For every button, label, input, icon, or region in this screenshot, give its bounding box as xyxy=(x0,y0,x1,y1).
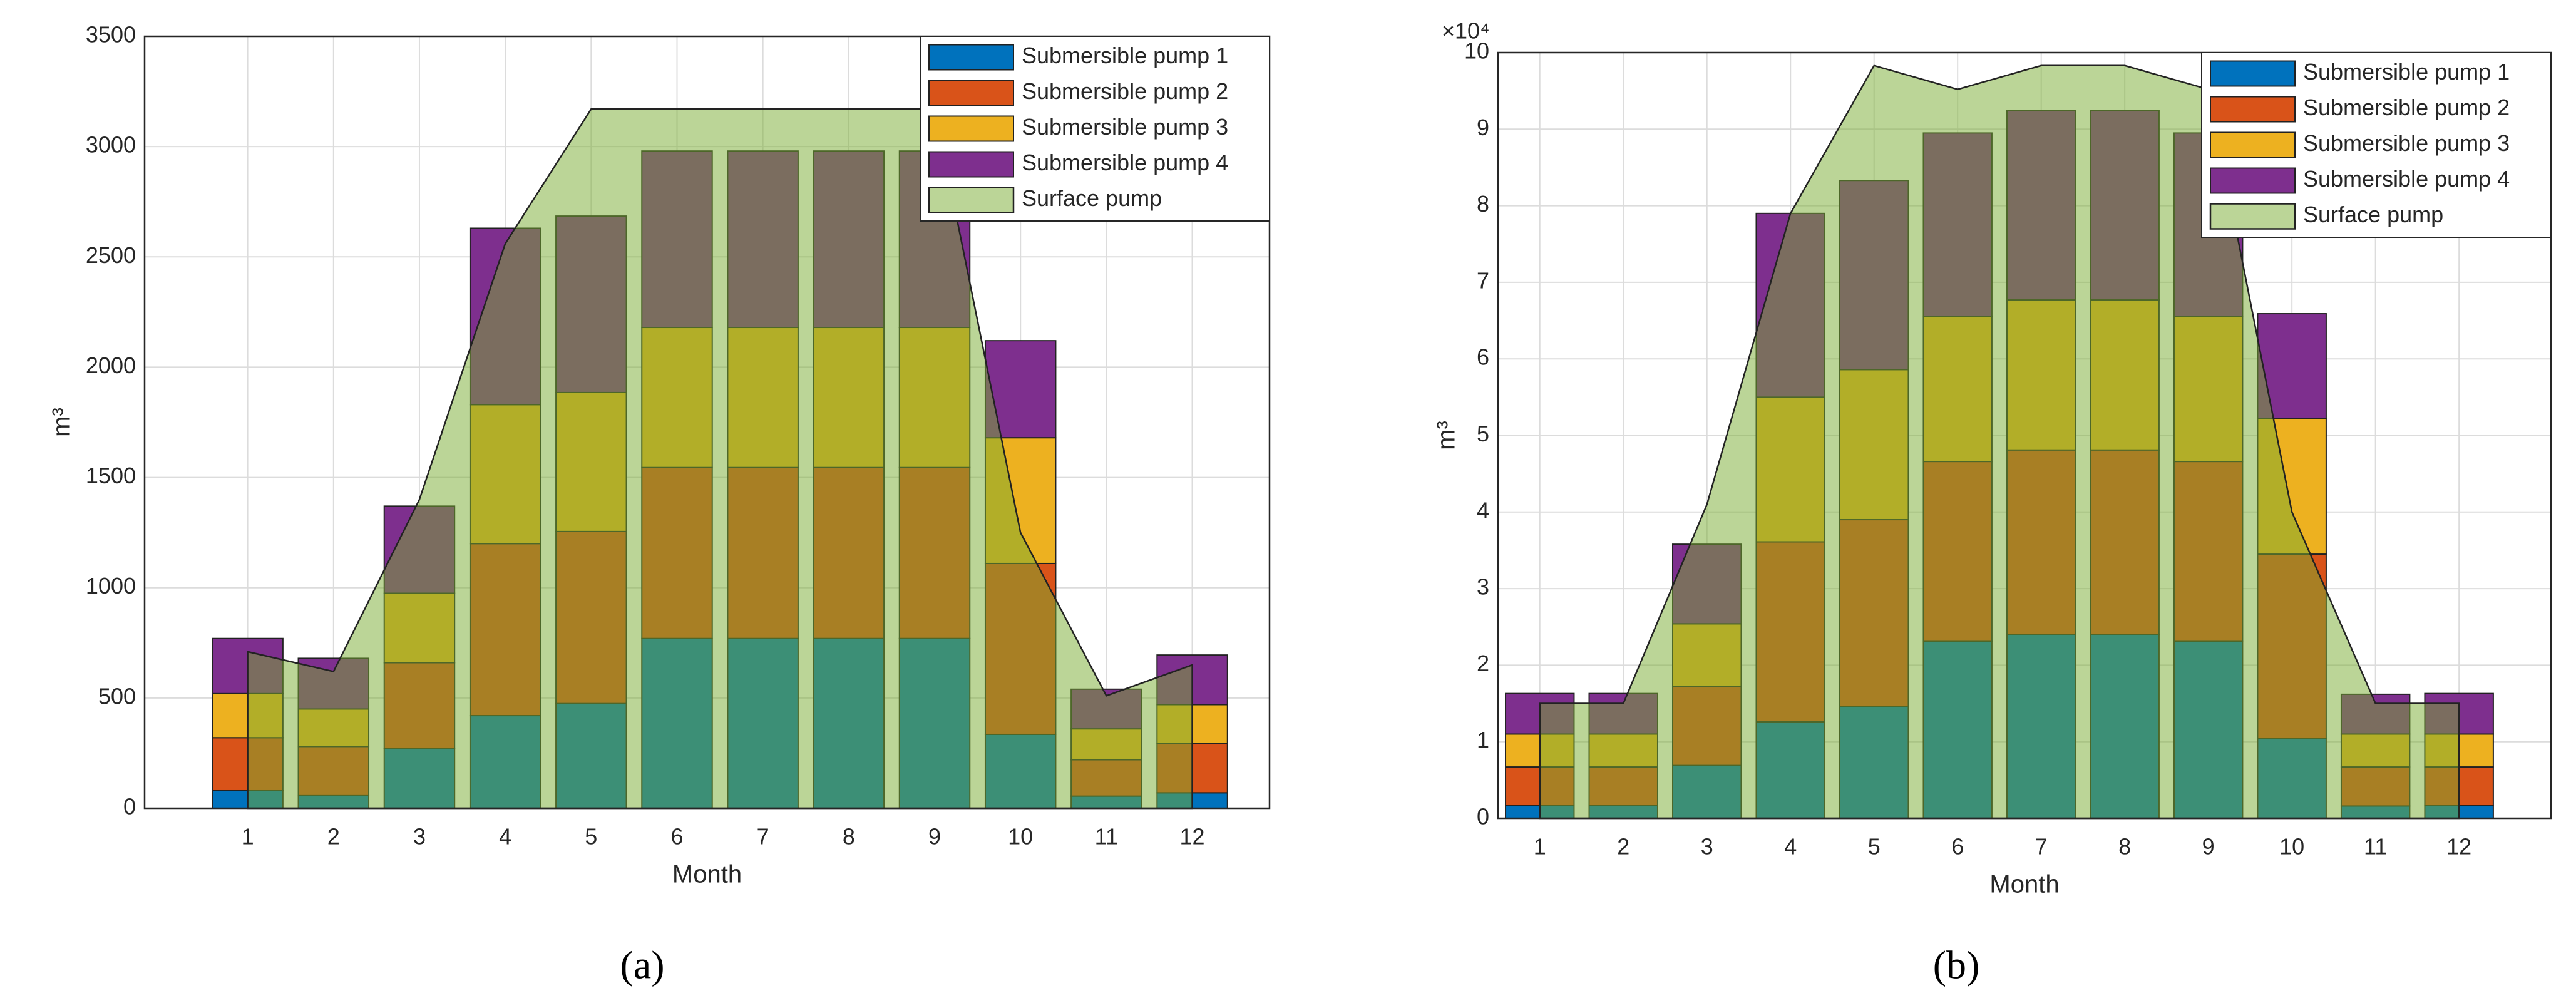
y-tick-label: 1500 xyxy=(86,463,136,488)
legend-label: Submersible pump 3 xyxy=(1022,114,1228,140)
legend-swatch xyxy=(928,151,1014,178)
legend-label: Submersible pump 2 xyxy=(2303,95,2510,120)
x-tick-label: 8 xyxy=(2118,834,2131,860)
legend-swatch xyxy=(2210,60,2296,87)
x-tick-label: 7 xyxy=(757,824,769,850)
y-tick-label: 3000 xyxy=(86,132,136,158)
legend: Submersible pump 1 Submersible pump 2 Subm… xyxy=(920,36,1270,222)
x-tick-label: 11 xyxy=(2364,834,2387,860)
legend-swatch xyxy=(928,115,1014,142)
x-tick-label: 2 xyxy=(1617,834,1629,860)
x-tick-label: 1 xyxy=(1534,834,1546,860)
x-tick-label: 1 xyxy=(242,824,254,850)
y-tick-label: 0 xyxy=(1477,804,1489,830)
y-tick-label: 2 xyxy=(1477,651,1489,676)
legend-swatch xyxy=(2210,96,2296,123)
x-tick-label: 4 xyxy=(1784,834,1797,860)
y-tick-label: 500 xyxy=(98,683,136,709)
y-tick-label: 3500 xyxy=(86,22,136,48)
axes-frame xyxy=(143,35,1271,810)
x-tick-label: 12 xyxy=(1180,824,1205,850)
x-tick-label: 4 xyxy=(499,824,511,850)
x-tick-label: 3 xyxy=(413,824,426,850)
area xyxy=(1539,64,2460,820)
legend-swatch xyxy=(928,80,1014,106)
x-tick-label: 6 xyxy=(1951,834,1964,860)
y-tick-label: 1000 xyxy=(86,573,136,599)
y-tick-label: 2500 xyxy=(86,242,136,268)
legend-label: Surface pump xyxy=(2303,202,2443,227)
y-axis-label: m³ xyxy=(48,408,76,437)
legend-label: Submersible pump 4 xyxy=(1022,150,1228,175)
x-tick-label: 3 xyxy=(1701,834,1713,860)
y-tick-label: 0 xyxy=(123,794,136,820)
y-tick-label: 4 xyxy=(1477,497,1489,523)
legend-swatch xyxy=(2210,167,2296,194)
x-tick-label: 9 xyxy=(2202,834,2215,860)
axis-multiplier: ×10⁴ xyxy=(1442,18,1490,44)
x-axis-label: Month xyxy=(1989,871,2059,898)
area xyxy=(247,108,1193,810)
y-tick-label: 5 xyxy=(1477,421,1489,446)
chart: 1 2 3 4 5 6 7 8 9 10 11 12012345678910Monthm³×10⁴(b… xyxy=(1433,18,2552,987)
x-tick-label: 2 xyxy=(327,824,340,850)
caption: (a) xyxy=(620,943,664,987)
y-tick-label: 2000 xyxy=(86,352,136,378)
legend-label: Submersible pump 3 xyxy=(2303,130,2510,156)
x-tick-label: 5 xyxy=(1868,834,1881,860)
axes-frame xyxy=(1497,51,2552,820)
legend-swatch xyxy=(928,44,1014,71)
x-tick-label: 10 xyxy=(1008,824,1033,850)
y-tick-label: 10 xyxy=(1464,38,1489,64)
legend: Submersible pump 1 Submersible pump 2 Subm… xyxy=(2201,52,2552,238)
caption: (b) xyxy=(1933,943,1980,987)
y-tick-label: 8 xyxy=(1477,191,1489,217)
y-axis-label: m³ xyxy=(1433,421,1460,450)
x-tick-label: 8 xyxy=(843,824,855,850)
y-tick-label: 9 xyxy=(1477,115,1489,140)
legend-swatch xyxy=(928,187,1015,213)
x-tick-label: 7 xyxy=(2035,834,2048,860)
legend-label: Submersible pump 2 xyxy=(1022,78,1228,104)
x-tick-label: 9 xyxy=(928,824,941,850)
x-tick-label: 12 xyxy=(2446,834,2471,860)
legend-swatch xyxy=(2210,131,2296,158)
legend-label: Submersible pump 1 xyxy=(2303,59,2510,85)
y-tick-label: 6 xyxy=(1477,344,1489,370)
legend-label: Submersible pump 1 xyxy=(1022,43,1228,68)
x-axis-label: Month xyxy=(672,861,742,888)
x-tick-label: 10 xyxy=(2279,834,2304,860)
x-tick-label: 6 xyxy=(670,824,683,850)
legend-label: Submersible pump 4 xyxy=(2303,166,2510,192)
x-tick-label: 5 xyxy=(585,824,597,850)
chart: 1 2 3 4 5 6 7 8 9 10 11 120500100015002000250030003… xyxy=(48,22,1271,987)
y-tick-label: 1 xyxy=(1477,727,1489,753)
x-tick-label: 11 xyxy=(1095,824,1118,850)
legend-swatch xyxy=(2209,203,2296,230)
y-tick-label: 3 xyxy=(1477,574,1489,600)
y-tick-label: 7 xyxy=(1477,267,1489,293)
legend-label: Surface pump xyxy=(1022,185,1162,211)
